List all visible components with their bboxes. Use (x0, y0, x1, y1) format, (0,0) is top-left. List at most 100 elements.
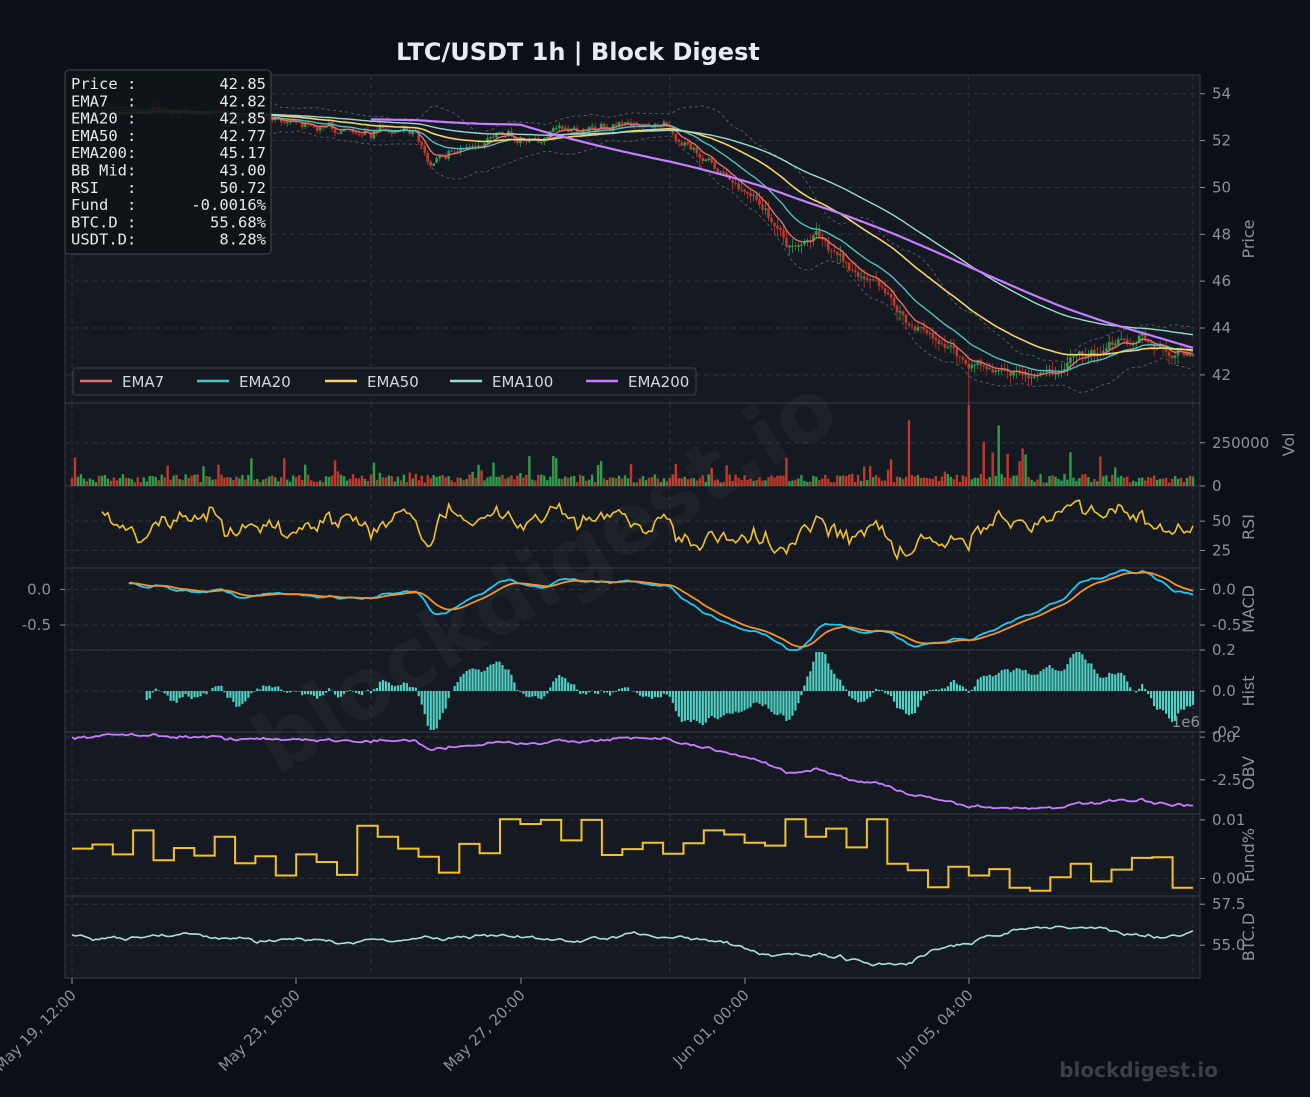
volume-bar (295, 477, 298, 486)
volume-bar (928, 478, 932, 486)
ylabel-btcd: BTC.D (1239, 913, 1258, 961)
hist-bar (647, 691, 651, 697)
volume-bar (271, 475, 274, 486)
candle-body (722, 171, 725, 174)
candle-body (797, 245, 800, 247)
volume-bar (573, 475, 576, 486)
volume-bar (1167, 482, 1171, 486)
volume-bar (1137, 477, 1141, 486)
hist-bar (235, 691, 238, 707)
volume-bar (862, 466, 866, 486)
hist-bar (830, 669, 833, 691)
panel-funding (64, 813, 1201, 897)
hist-bar (1099, 677, 1102, 691)
hist-bar (931, 689, 935, 691)
hist-bar (761, 691, 764, 707)
volume-bar (441, 475, 444, 486)
candle-body (976, 360, 980, 365)
volume-bar (202, 466, 205, 486)
hist-bar (184, 691, 187, 694)
legend-label: EMA100 (492, 373, 553, 391)
hist-bar (516, 690, 519, 691)
volume-bar (1188, 475, 1192, 486)
volume-bar (366, 481, 370, 486)
candle-body (492, 136, 495, 138)
volume-bar (803, 480, 806, 486)
hist-bar (286, 691, 289, 693)
hist-bar (1188, 691, 1192, 707)
candle-body (698, 153, 702, 158)
volume-bar (339, 474, 343, 486)
hist-bar (259, 689, 262, 691)
volume-bar (1009, 478, 1012, 486)
info-value: 42.77 (219, 127, 266, 145)
hist-bar (1003, 669, 1006, 691)
candle-body (883, 288, 887, 294)
hist-bar (1141, 684, 1144, 691)
hist-bar (785, 691, 788, 721)
hist-bar (1075, 652, 1078, 691)
hist-bar (614, 691, 618, 692)
hist-bar (238, 691, 241, 707)
volume-bar (910, 475, 914, 486)
hist-bar (1024, 669, 1027, 691)
volume-bar (854, 481, 857, 486)
volume-bar (656, 478, 660, 486)
hist-bar (680, 691, 683, 722)
hist-bar (360, 691, 364, 696)
volume-bar (919, 477, 923, 486)
volume-bar (1045, 482, 1048, 486)
volume-bar (1164, 477, 1168, 486)
volume-bar (321, 482, 325, 486)
hist-bar (438, 691, 441, 720)
volume-bar (1108, 481, 1111, 486)
volume-bar (187, 477, 190, 486)
candle-body (1182, 351, 1186, 356)
volume-bar (856, 474, 860, 486)
candle-body (779, 227, 782, 231)
volume-bar (614, 478, 618, 486)
volume-bar (94, 482, 98, 486)
volume-bar (426, 475, 429, 486)
candle-body (692, 147, 696, 150)
volume-bar (169, 479, 172, 486)
hist-bar (561, 677, 564, 691)
ytick-label-price: 52 (1212, 132, 1231, 150)
panel-macd (64, 567, 1201, 651)
volume-bar (692, 477, 695, 486)
volume-bar (788, 481, 791, 486)
hist-bar (501, 665, 504, 691)
candle-body (378, 125, 382, 133)
volume-bar (480, 470, 483, 486)
volume-bar (1102, 476, 1105, 486)
hist-bar (1069, 657, 1072, 691)
candle-body (835, 251, 839, 256)
candle-body (934, 338, 938, 341)
hist-bar (594, 691, 597, 694)
hist-bar (952, 680, 955, 691)
volume-bar (286, 479, 289, 486)
volume-bar (608, 477, 612, 486)
hist-bar (988, 674, 991, 691)
ytick-label-price: 42 (1212, 366, 1231, 384)
legend-label: EMA20 (239, 373, 291, 391)
volume-bar (73, 457, 77, 486)
hist-bar (387, 682, 390, 691)
hist-bar (324, 691, 328, 693)
hist-bar (333, 691, 337, 695)
candle-body (453, 151, 456, 153)
hist-bar (644, 691, 648, 697)
hist-bar (662, 691, 665, 694)
ytick-label-funding: 0.00 (1212, 869, 1245, 887)
candle-body (889, 293, 893, 298)
info-label: USDT.D: (71, 231, 136, 249)
hist-bar (247, 691, 250, 698)
hist-bar (800, 691, 803, 696)
hist-bar (1129, 687, 1132, 691)
volume-bar (740, 479, 743, 486)
ytick-label-volume: 250000 (1212, 434, 1269, 452)
candle-body (847, 262, 851, 271)
hist-bar (1117, 672, 1120, 691)
hist-bar (704, 691, 707, 723)
volume-bar (250, 458, 253, 486)
